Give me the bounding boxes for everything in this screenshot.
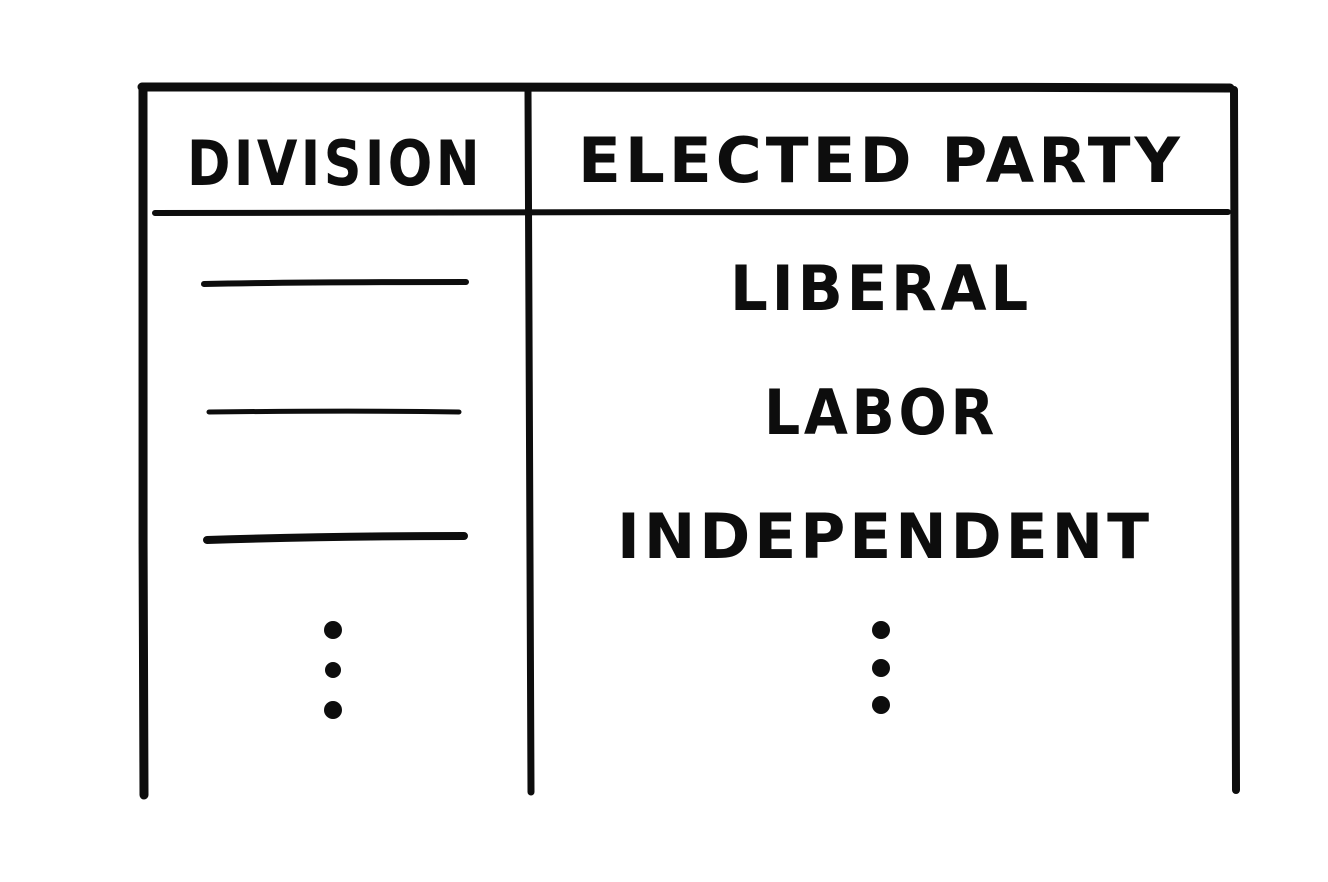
ellipsis-dot xyxy=(872,621,890,639)
ellipsis-dot xyxy=(324,701,342,719)
ellipsis-dot xyxy=(325,662,341,678)
division-placeholders xyxy=(201,279,469,544)
right-border xyxy=(1230,86,1240,794)
left-border xyxy=(138,82,149,800)
top-border xyxy=(137,81,1235,93)
party-cell: INDEPENDENT xyxy=(617,500,1153,573)
table-frame xyxy=(137,81,1240,800)
ellipsis-dot xyxy=(872,696,890,714)
division-placeholder-line xyxy=(206,408,462,415)
header-underline xyxy=(152,209,1231,216)
ellipsis-dot xyxy=(324,621,342,639)
division-placeholder-line xyxy=(201,279,469,287)
party-ellipsis xyxy=(872,621,890,714)
division-placeholder-line xyxy=(203,532,468,544)
ellipsis-dot xyxy=(872,659,890,677)
header-elected-party: ELECTED PARTY xyxy=(578,124,1184,197)
party-cell: LIBERAL xyxy=(730,252,1032,325)
division-ellipsis xyxy=(324,621,342,719)
header-division: DIVISION xyxy=(187,127,483,200)
column-divider xyxy=(524,86,535,796)
party-cell: LABOR xyxy=(764,376,998,449)
